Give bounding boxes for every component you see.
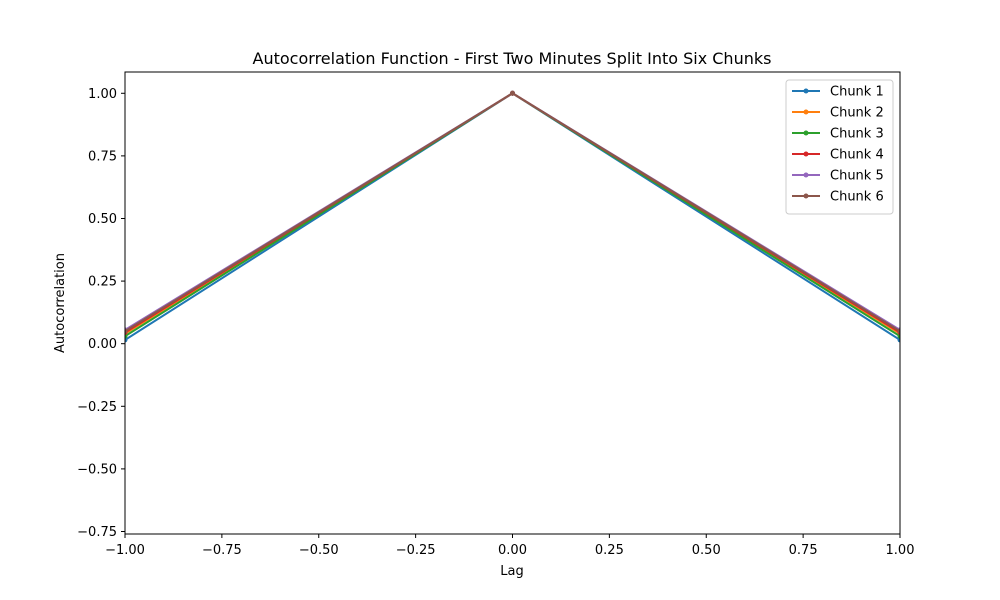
data-point-chunk-1 (125, 337, 128, 343)
y-axis: −0.75 −0.50 −0.25 0.00 0.25 0.50 0.75 1.00 (77, 87, 125, 540)
x-tick-label: 0.25 (595, 543, 624, 558)
legend-label: Chunk 3 (830, 127, 884, 142)
y-tick-label: 0.50 (88, 212, 117, 227)
series-line-chunk-2 (125, 92, 900, 335)
series-line-chunk-1 (125, 92, 900, 341)
legend-marker (803, 130, 809, 136)
y-axis-label: Autocorrelation (53, 253, 68, 353)
legend-marker (803, 109, 809, 115)
y-tick-label: 0.25 (88, 275, 117, 290)
legend: Chunk 1 Chunk 2 Chunk 3 Chunk 4 Chunk 5 Chunk… (785, 79, 894, 215)
legend-marker (803, 151, 809, 157)
x-axis: −1.00 −0.75 −0.50 −0.25 0.00 0.25 0.50 0.75 1.00 (105, 534, 914, 558)
x-tick-label: 0.50 (692, 543, 721, 558)
y-tick-label: −0.50 (77, 462, 117, 477)
legend-box (785, 79, 894, 215)
series-line-chunk-3 (125, 92, 900, 338)
legend-label: Chunk 5 (830, 169, 884, 184)
series-line-chunk-4 (125, 92, 900, 334)
data-point-chunk-6 (125, 328, 128, 334)
x-tick-label: −0.50 (299, 543, 339, 558)
legend-label: Chunk 4 (830, 148, 884, 163)
y-tick-label: 1.00 (88, 87, 117, 102)
plot-area (124, 71, 901, 535)
y-tick-label: 0.75 (88, 149, 117, 164)
x-tick-label: −0.75 (202, 543, 242, 558)
chart-title: Autocorrelation Function - First Two Min… (253, 49, 772, 68)
y-tick-label: −0.75 (77, 525, 117, 540)
legend-marker (803, 193, 809, 199)
y-tick-label: −0.25 (77, 400, 117, 415)
legend-label: Chunk 6 (830, 190, 884, 205)
y-tick-label: 0.00 (88, 337, 117, 352)
x-tick-label: 0.00 (498, 543, 527, 558)
legend-label: Chunk 1 (830, 85, 884, 100)
data-point-chunk-6 (510, 90, 515, 96)
legend-marker (803, 172, 809, 178)
x-tick-label: −0.25 (396, 543, 436, 558)
series-line-chunk-5 (125, 92, 900, 331)
data-point-chunk-3 (897, 333, 900, 339)
x-tick-label: 0.75 (789, 543, 818, 558)
legend-label: Chunk 2 (830, 106, 884, 121)
axes-frame (124, 71, 901, 535)
data-point-chunk-3 (125, 333, 128, 339)
series-line-chunk-6 (125, 92, 900, 333)
legend-marker (803, 88, 809, 94)
series-group (125, 90, 900, 343)
x-tick-label: 1.00 (886, 543, 915, 558)
x-tick-label: −1.00 (105, 543, 145, 558)
data-point-chunk-6 (897, 328, 900, 334)
data-point-chunk-1 (897, 337, 900, 343)
x-axis-label: Lag (500, 564, 523, 579)
